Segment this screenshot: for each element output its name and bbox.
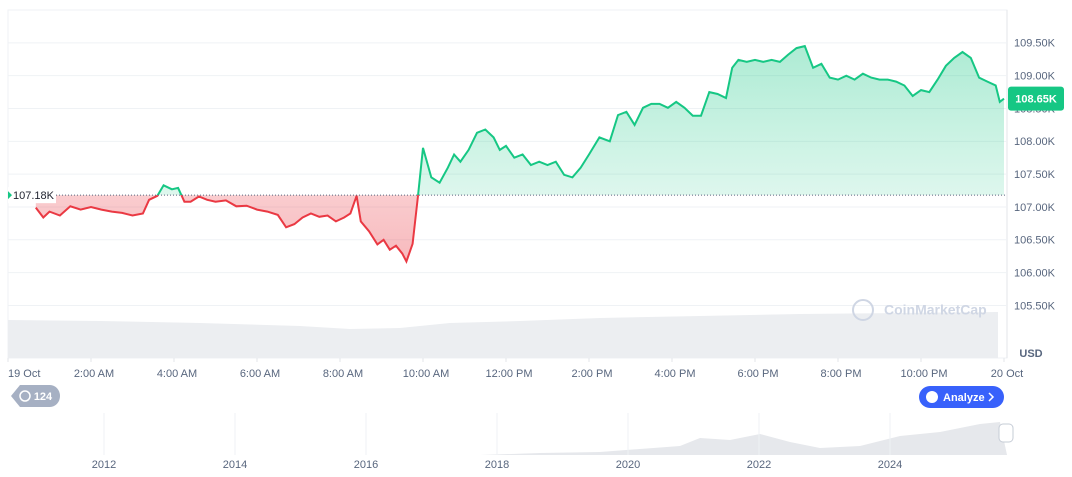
x-tick-label: 6:00 PM — [738, 368, 779, 380]
y-tick-label: 106.50K — [1014, 235, 1056, 247]
y-tick-label: 107.50K — [1014, 169, 1056, 181]
badge-shape — [11, 385, 60, 407]
navigator-area — [8, 422, 1007, 455]
line-below — [35, 195, 420, 265]
navigator-year: 2018 — [485, 459, 509, 471]
x-tick-label: 6:00 AM — [240, 368, 280, 380]
volume-area — [8, 312, 998, 358]
analyze-button[interactable]: Analyze — [919, 386, 1004, 408]
badge-text: 124 — [34, 391, 53, 403]
x-tick-label: 4:00 PM — [655, 368, 696, 380]
watermark: CoinMarketCap — [852, 299, 987, 321]
y-tick-label: 109.00K — [1014, 71, 1056, 83]
button-text: Analyze — [943, 392, 985, 404]
history-badge[interactable]: 124 — [11, 385, 60, 407]
last-price-label: 108.65K — [1015, 94, 1057, 106]
x-tick-label: 12:00 PM — [485, 368, 532, 380]
navigator: 2012 2014 2016 2018 2020 2022 2024 — [8, 413, 1014, 471]
y-tick-label: 107.00K — [1014, 202, 1056, 214]
button-chevron — [988, 392, 995, 402]
button-bg — [919, 386, 1004, 408]
x-tick-label: 8:00 AM — [323, 368, 363, 380]
baseline-marker — [8, 191, 12, 200]
navigator-year: 2020 — [616, 459, 640, 471]
button-icon — [926, 391, 938, 403]
x-tick-label: 19 Oct — [8, 368, 40, 380]
x-tick-label: 2:00 AM — [74, 368, 114, 380]
x-tick-label: 2:00 PM — [572, 368, 613, 380]
y-tick-label: 106.00K — [1014, 268, 1056, 280]
y-tick-label: 109.50K — [1014, 38, 1056, 50]
navigator-year: 2012 — [92, 459, 116, 471]
line-above — [156, 44, 1005, 196]
x-tick-label: 8:00 PM — [821, 368, 862, 380]
area-below — [35, 195, 419, 262]
area-above — [35, 46, 1004, 196]
x-tick-label: 10:00 PM — [900, 368, 947, 380]
badge-icon — [19, 390, 31, 402]
navigator-year: 2014 — [223, 459, 247, 471]
navigator-handle[interactable] — [998, 423, 1014, 443]
watermark-text: CoinMarketCap — [884, 302, 987, 318]
x-tick-label: 4:00 AM — [157, 368, 197, 380]
baseline-label-bg — [8, 187, 56, 204]
navigator-year: 2022 — [747, 459, 771, 471]
y-tick-label: 108.00K — [1014, 136, 1056, 148]
x-tick-label: 10:00 AM — [403, 368, 449, 380]
last-price-tag — [1008, 86, 1064, 111]
navigator-year: 2024 — [878, 459, 902, 471]
y-axis-label: USD — [1019, 348, 1042, 360]
baseline-label: 107.18K — [13, 190, 55, 202]
navigator-year: 2016 — [354, 459, 378, 471]
x-tick-label: 20 Oct — [991, 368, 1023, 380]
y-tick-label: 105.50K — [1014, 300, 1056, 312]
